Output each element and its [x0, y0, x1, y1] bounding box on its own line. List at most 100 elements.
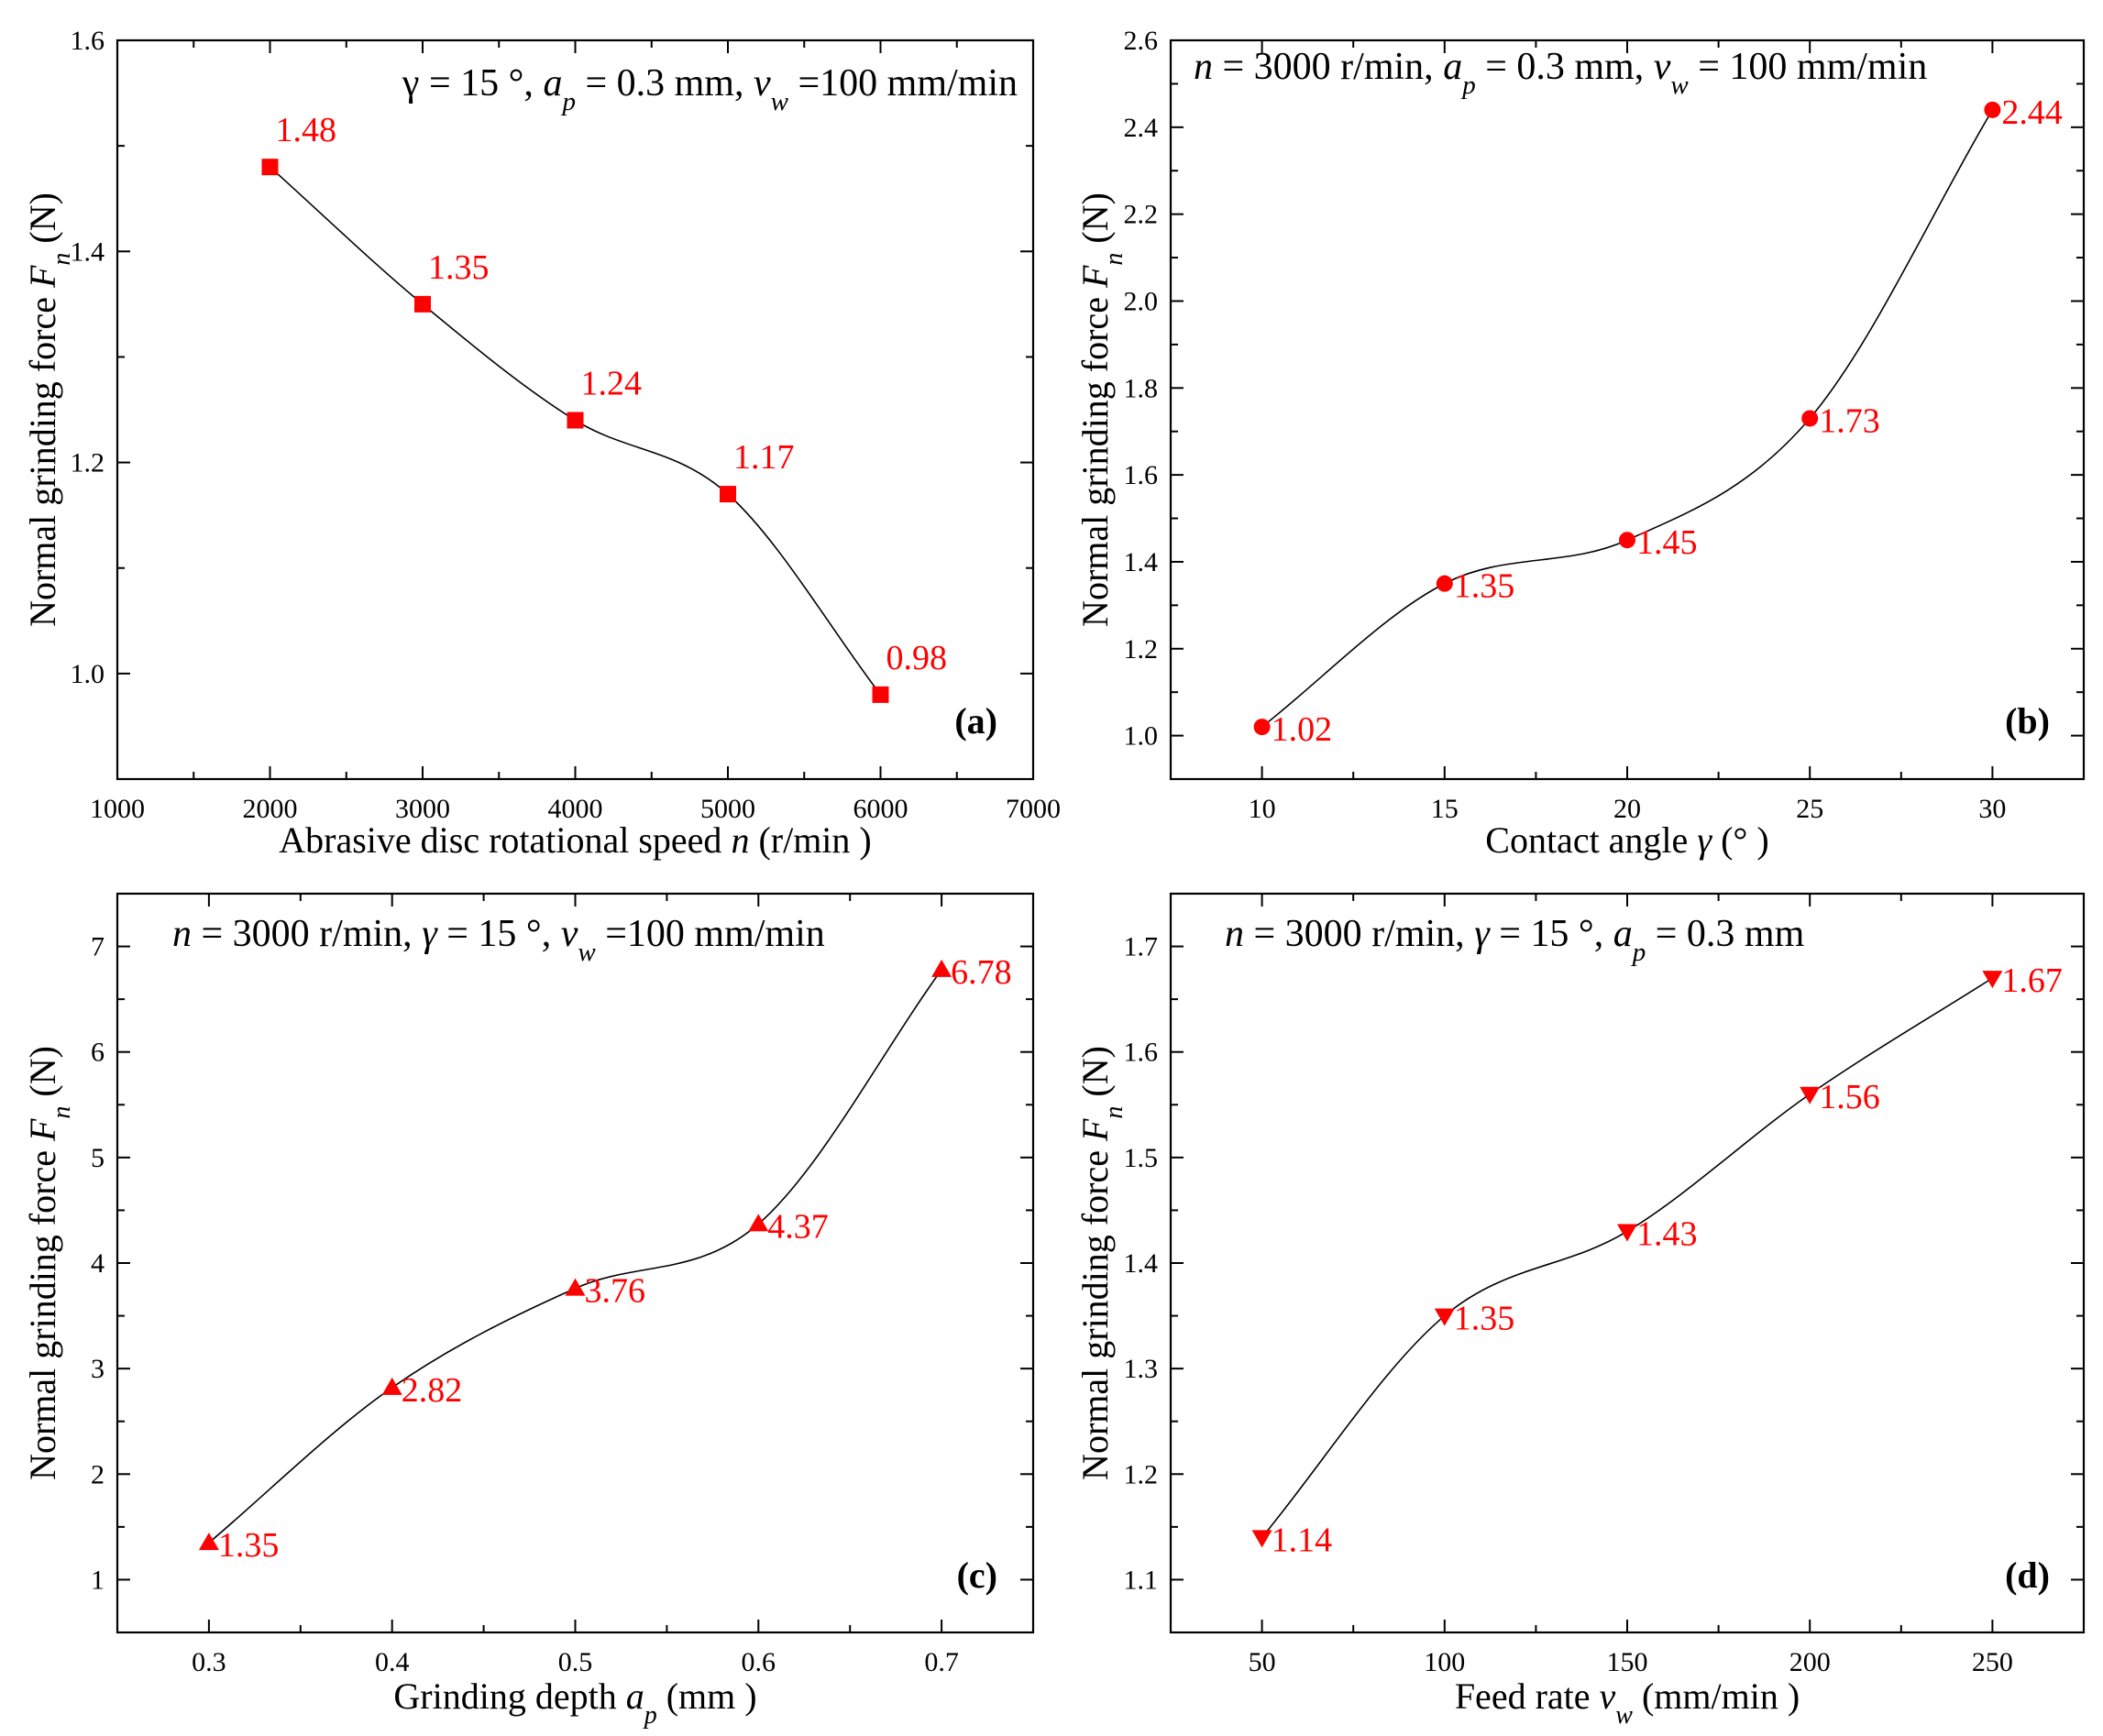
- x-tick-label: 0.7: [924, 1647, 959, 1677]
- y-tick-label: 1.0: [71, 659, 105, 689]
- panel-label: (d): [2005, 1555, 2050, 1596]
- data-label: 1.24: [581, 365, 643, 403]
- y-tick-label: 1.2: [71, 448, 105, 478]
- x-tick-label: 20: [1613, 794, 1641, 824]
- data-label: 1.67: [2001, 961, 2063, 1000]
- text-segment: a: [626, 1676, 644, 1717]
- x-tick-label: 10: [1249, 794, 1276, 824]
- data-point-marker: [1982, 971, 2003, 989]
- text-segment: F: [22, 265, 63, 289]
- text-segment: n: [1100, 253, 1129, 266]
- x-tick-label: 4000: [548, 794, 603, 824]
- y-tick-label: 1.5: [1124, 1143, 1159, 1173]
- x-tick-label: 50: [1249, 1647, 1276, 1677]
- data-label: 6.78: [951, 953, 1012, 992]
- text-segment: a: [543, 62, 562, 104]
- y-tick-label: 2.6: [1124, 26, 1159, 56]
- x-tick-label: 3000: [395, 794, 450, 824]
- series-line: [1261, 109, 1994, 728]
- text-segment: Abrasive disc rotational speed: [279, 819, 731, 861]
- chart-panel: 1000 2000 3000 4000 5000 6000 7000 1.0 1.2 1.4 1.6…: [22, 26, 1061, 861]
- data-label: 1.14: [1272, 1521, 1333, 1559]
- data-label: 1.48: [276, 111, 337, 149]
- text-segment: (mm/min ): [1633, 1676, 1800, 1717]
- y-tick-label: 1.2: [1124, 1459, 1159, 1489]
- y-tick-label: 3: [91, 1354, 105, 1384]
- text-segment: w: [771, 87, 789, 116]
- text-segment: Grinding depth: [393, 1676, 625, 1717]
- y-tick-label: 1.7: [1124, 932, 1159, 962]
- x-tick-label: 1000: [90, 794, 145, 824]
- data-point-marker: [720, 486, 736, 503]
- y-tick-label: 4: [91, 1248, 105, 1279]
- y-tick-label: 2: [91, 1459, 105, 1489]
- text-segment: p: [643, 1701, 657, 1730]
- y-tick-label: 2.0: [1124, 286, 1159, 316]
- text-segment: =100 mm/min: [788, 62, 1018, 104]
- text-segment: γ: [422, 913, 438, 955]
- text-segment: F: [1074, 265, 1116, 289]
- panel-label: (a): [954, 700, 997, 742]
- data-point-marker: [1436, 575, 1453, 592]
- text-segment: n: [1100, 1106, 1129, 1119]
- text-segment: (N): [22, 192, 63, 253]
- y-tick-label: 1.6: [71, 26, 105, 56]
- text-segment: Normal grinding force: [22, 1141, 63, 1480]
- y-tick-label: 1.0: [1124, 721, 1159, 752]
- text-segment: (N): [1074, 192, 1116, 253]
- text-segment: = 3000 r/min,: [1244, 913, 1474, 955]
- text-segment: n: [731, 819, 749, 861]
- data-label: 1.17: [733, 438, 795, 477]
- text-segment: = 15 °,: [437, 913, 561, 955]
- y-tick-label: 1.4: [1124, 1248, 1159, 1279]
- data-point-marker: [1253, 719, 1271, 736]
- y-tick-label: 1.2: [1124, 634, 1159, 665]
- x-axis-label: Grinding depth ap (mm ): [393, 1676, 756, 1730]
- data-point-marker: [748, 1214, 769, 1232]
- y-axis-label: Normal grinding force Fn (N): [1074, 1046, 1129, 1480]
- data-label: 1.35: [1454, 567, 1515, 606]
- text-segment: = 0.3 mm,: [1476, 46, 1654, 88]
- y-tick-label: 1.6: [1124, 1038, 1159, 1068]
- x-axis-label: Feed rate vw (mm/min ): [1455, 1676, 1800, 1730]
- data-label: 1.43: [1636, 1214, 1698, 1253]
- y-axis-label: Normal grinding force Fn (N): [22, 1046, 76, 1480]
- data-label: 1.02: [1272, 710, 1333, 749]
- y-tick-label: 1.4: [1124, 547, 1159, 577]
- data-point-marker: [872, 686, 889, 703]
- data-label: 2.44: [2001, 93, 2063, 132]
- text-segment: γ: [1697, 819, 1712, 861]
- data-label: 3.76: [585, 1272, 646, 1311]
- y-tick-label: 1.8: [1124, 373, 1159, 403]
- data-point-marker: [1984, 101, 2001, 118]
- text-segment: (° ): [1712, 819, 1769, 861]
- x-tick-label: 25: [1796, 794, 1823, 824]
- condition-annotation: n = 3000 r/min, γ = 15 °, vw =100 mm/min: [172, 913, 825, 967]
- condition-annotation: γ = 15 °, ap = 0.3 mm, vw =100 mm/min: [402, 62, 1018, 116]
- x-axis-label: Abrasive disc rotational speed n (r/min …: [279, 819, 872, 861]
- data-point-marker: [261, 159, 279, 176]
- y-tick-label: 2.2: [1124, 200, 1159, 230]
- x-tick-label: 200: [1789, 1647, 1831, 1677]
- text-segment: a: [1613, 913, 1633, 955]
- y-tick-label: 1.4: [71, 236, 105, 267]
- chart-panel: 0.3 0.4 0.5 0.6 0.7 1 2 3 4 5 6 7 1.35 2.82 3.76 4.37 6.…: [22, 892, 1035, 1730]
- data-point-marker: [1617, 1224, 1637, 1242]
- y-tick-label: 1: [91, 1565, 105, 1595]
- text-segment: p: [1631, 938, 1646, 967]
- data-point-marker: [1251, 1530, 1272, 1548]
- chart-panel: 50 100 150 200 250 1.1 1.2 1.3 1.4 1.5 1.6 1.7 1.14 1…: [1074, 892, 2086, 1730]
- text-segment: = 3000 r/min,: [1213, 46, 1443, 88]
- data-point-marker: [931, 959, 952, 977]
- x-tick-label: 0.3: [192, 1647, 226, 1677]
- x-tick-label: 7000: [1006, 794, 1061, 824]
- data-label: 1.35: [1454, 1300, 1515, 1338]
- data-point-marker: [1800, 1086, 1821, 1104]
- text-segment: γ: [1474, 913, 1491, 955]
- x-tick-label: 5000: [700, 794, 755, 824]
- data-point-marker: [565, 1278, 586, 1296]
- data-point-marker: [1434, 1308, 1455, 1326]
- panels-group: 1000 2000 3000 4000 5000 6000 7000 1.0 1.2 1.4 1.6…: [22, 26, 2086, 1730]
- x-tick-label: 2000: [243, 794, 298, 824]
- text-segment: w: [578, 938, 596, 967]
